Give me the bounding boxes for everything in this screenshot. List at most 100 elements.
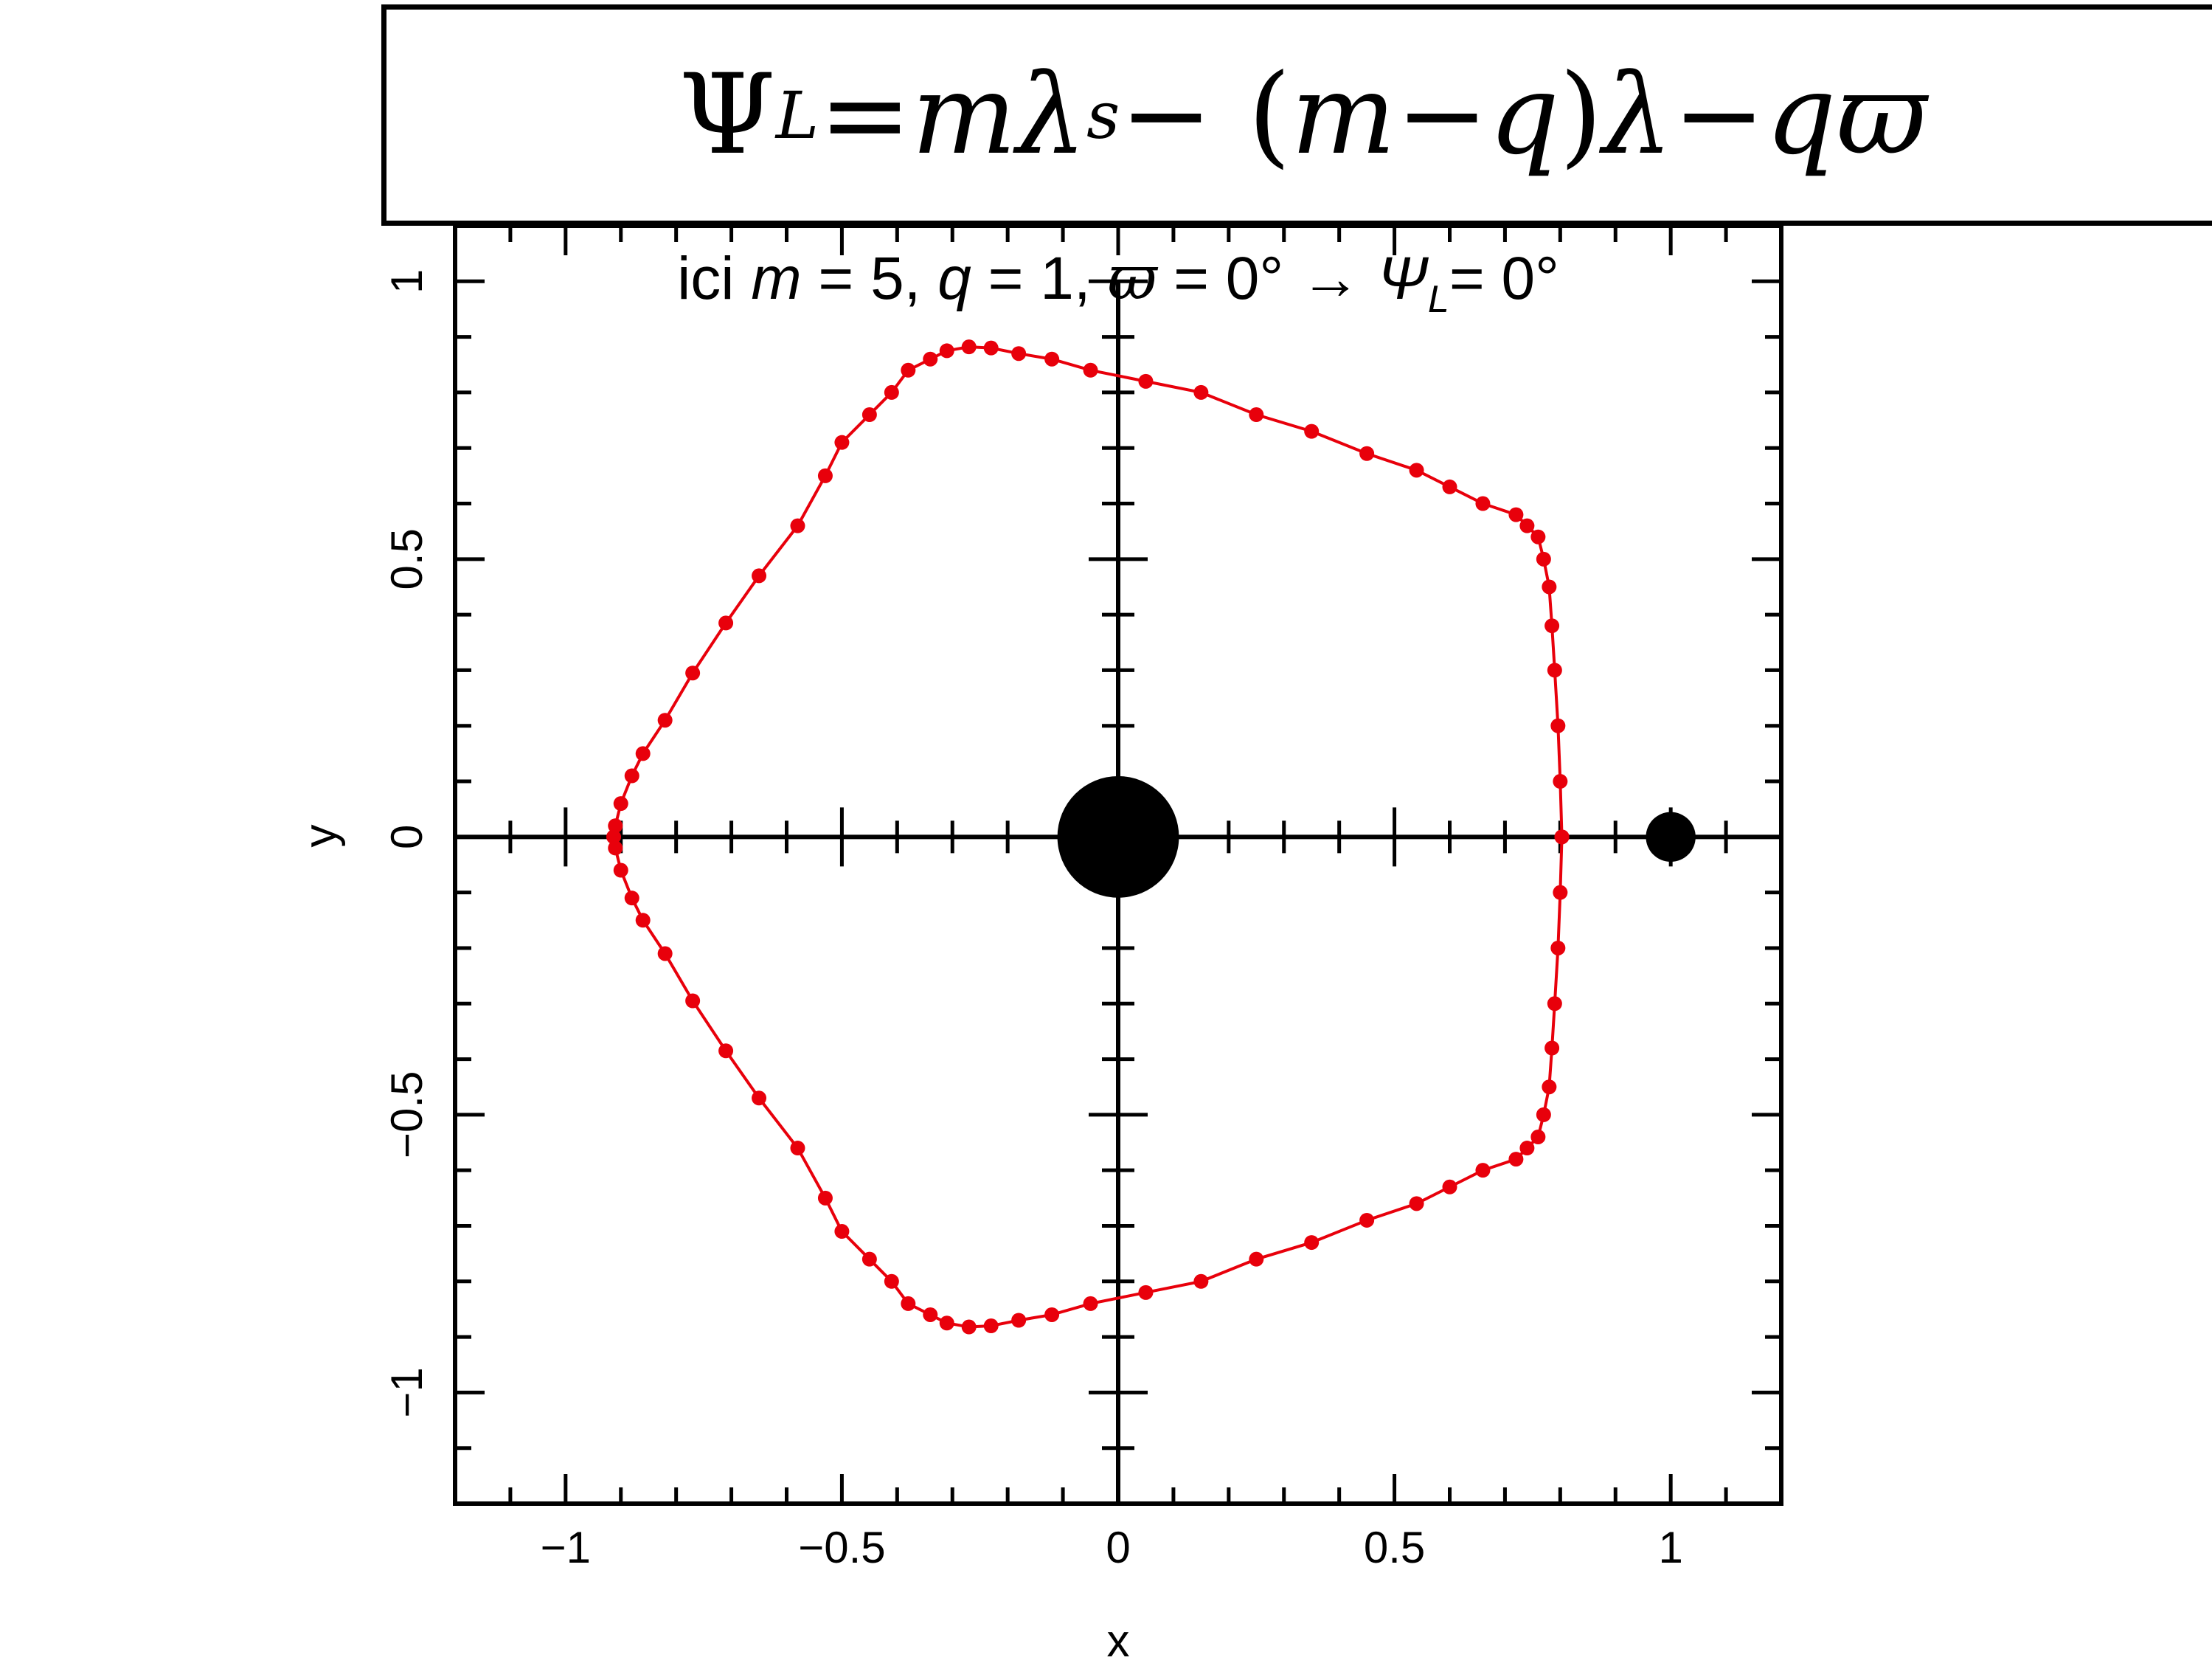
tick-labels: −1 −0.5 0 0.5 1 −1 −0.5 0 0.5 1 bbox=[382, 269, 1683, 1572]
orbit-point bbox=[1083, 362, 1098, 378]
subtitle-part: = 5, bbox=[802, 245, 938, 312]
orbit-point bbox=[1044, 351, 1060, 367]
x-tick-label: 1 bbox=[1658, 1523, 1682, 1572]
orbit-point bbox=[923, 351, 938, 367]
orbit-point bbox=[608, 840, 623, 856]
x-tick-label: −1 bbox=[541, 1523, 591, 1572]
y-tick-label: −0.5 bbox=[382, 1071, 431, 1158]
orbit-point bbox=[1359, 1212, 1375, 1228]
plot-subtitle: ici m = 5, q = 1, ϖ = 0° → ΨL= 0° bbox=[677, 243, 1559, 321]
formula-lambda-sub: s bbox=[1086, 77, 1120, 153]
orbit-point bbox=[1193, 1273, 1209, 1289]
orbit-point bbox=[752, 1090, 767, 1106]
formula-m: m bbox=[911, 51, 1017, 179]
subtitle-psi: Ψ bbox=[1378, 245, 1429, 312]
orbit-point bbox=[718, 615, 734, 631]
y-tick-label: 0 bbox=[382, 825, 431, 849]
orbit-point bbox=[1193, 384, 1209, 400]
orbit-point bbox=[1475, 496, 1491, 511]
x-axis-label: x bbox=[1107, 1616, 1130, 1659]
formula-op: − bbox=[1672, 51, 1766, 179]
formula-lambda2: λ bbox=[1602, 51, 1673, 179]
formula-psi-sub: L bbox=[775, 77, 819, 153]
subtitle-part: = 0° bbox=[1449, 245, 1559, 312]
orbit-point bbox=[834, 1224, 850, 1240]
orbit-point bbox=[817, 1190, 833, 1206]
orbit-point bbox=[624, 891, 639, 906]
orbit-point bbox=[790, 1141, 805, 1156]
orbit-point bbox=[1083, 1296, 1098, 1311]
orbit-point bbox=[685, 665, 701, 681]
subtitle-q: q bbox=[937, 245, 971, 312]
x-tick-label: 0.5 bbox=[1364, 1523, 1425, 1572]
orbit-point bbox=[1550, 940, 1566, 955]
orbit-point bbox=[635, 746, 651, 761]
subtitle-varpi: ϖ bbox=[1107, 243, 1158, 314]
orbit-point bbox=[1249, 1251, 1264, 1267]
orbit-point bbox=[861, 407, 877, 423]
orbit-point bbox=[939, 343, 954, 359]
orbit-point bbox=[861, 1251, 877, 1267]
formula-q2: q bbox=[1765, 51, 1837, 179]
orbit-point bbox=[1442, 1179, 1457, 1194]
orbit-point bbox=[1138, 1285, 1154, 1300]
orbit-point bbox=[1542, 1079, 1557, 1095]
formula-op: − ( bbox=[1120, 51, 1292, 179]
orbit-point bbox=[1519, 518, 1535, 533]
orbit-point bbox=[1536, 551, 1551, 567]
orbit-point bbox=[790, 518, 805, 533]
formula-psi: Ψ bbox=[679, 51, 776, 179]
orbit-point bbox=[1359, 446, 1375, 461]
formula-equals: = bbox=[819, 51, 912, 179]
orbit-point bbox=[613, 796, 628, 812]
orbit-point bbox=[983, 340, 999, 356]
orbit-point bbox=[657, 713, 673, 728]
orbit-point bbox=[1550, 718, 1566, 733]
orbit-point bbox=[1249, 407, 1264, 423]
orbit-point bbox=[834, 435, 850, 450]
y-tick-label: 0.5 bbox=[382, 528, 431, 590]
formula-m2: m bbox=[1291, 51, 1396, 179]
subtitle-part: = 0° → bbox=[1157, 245, 1377, 312]
orbit-point bbox=[1519, 1141, 1535, 1156]
orbit-point bbox=[752, 568, 767, 584]
orbit-point bbox=[983, 1318, 999, 1334]
orbit-point bbox=[1508, 507, 1524, 522]
orbit-point bbox=[1542, 579, 1557, 595]
orbit-point bbox=[961, 1319, 977, 1335]
orbit-point bbox=[1011, 1313, 1027, 1328]
orbit-point bbox=[923, 1307, 938, 1322]
x-tick-label: −0.5 bbox=[798, 1523, 885, 1572]
orbit-point bbox=[624, 768, 639, 784]
orbit-point bbox=[1138, 373, 1154, 389]
orbit-point bbox=[1508, 1152, 1524, 1167]
subtitle-m: m bbox=[751, 245, 801, 312]
orbit-point bbox=[613, 862, 628, 878]
orbit-point bbox=[1530, 529, 1546, 544]
formula-op: ) bbox=[1559, 51, 1603, 179]
orbit-point bbox=[608, 818, 623, 834]
orbit-point bbox=[1547, 996, 1562, 1012]
orbit-point bbox=[1011, 346, 1027, 362]
formula-varpi: ϖ bbox=[1836, 51, 1927, 179]
orbit-point bbox=[1536, 1107, 1551, 1122]
orbit-point bbox=[685, 993, 701, 1009]
subtitle-part: ici bbox=[677, 245, 751, 312]
orbit-point bbox=[606, 829, 622, 845]
y-tick-label: −1 bbox=[382, 1367, 431, 1417]
orbit-series bbox=[606, 339, 1570, 1335]
orbit-point bbox=[817, 468, 833, 483]
bodies bbox=[1057, 775, 1696, 898]
orbit-point bbox=[884, 1273, 899, 1289]
orbit-point bbox=[657, 946, 673, 961]
orbit-point bbox=[1544, 618, 1560, 634]
orbit-point bbox=[1530, 1129, 1546, 1144]
subtitle-part: = 1, bbox=[971, 245, 1108, 312]
formula-q: q bbox=[1488, 51, 1560, 179]
primary-body bbox=[1057, 775, 1179, 898]
tick-marks bbox=[455, 224, 1781, 1504]
orbit-point bbox=[901, 362, 916, 378]
